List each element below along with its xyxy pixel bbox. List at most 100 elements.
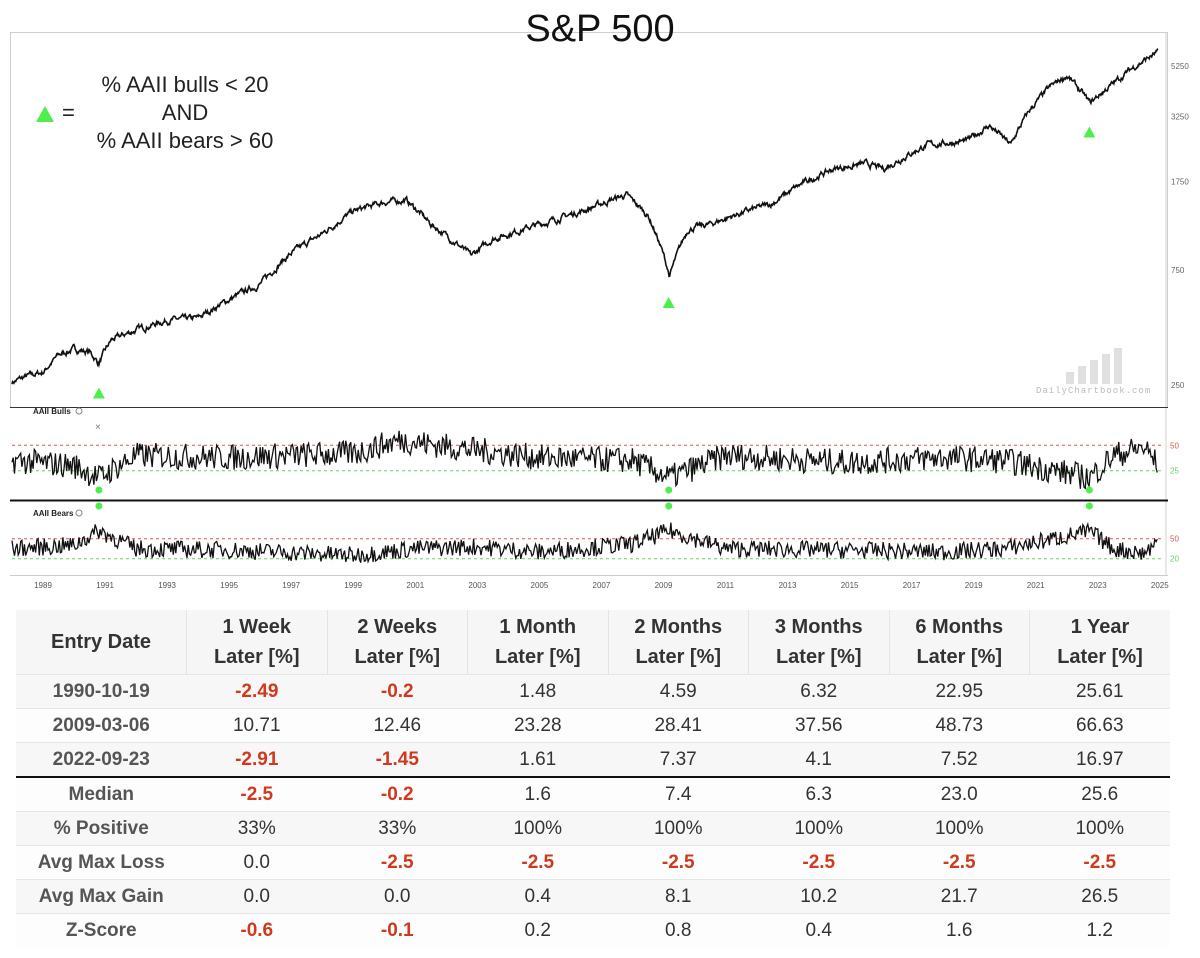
table-cell: -2.5 — [186, 776, 327, 812]
gear-icon — [75, 509, 83, 517]
table-row: Avg Max Loss 0.0 -2.5 -2.5 -2.5 -2.5 -2.5 -2.5 — [16, 845, 1170, 880]
column-header-line: Later [%] — [213, 646, 300, 668]
aaii-bears-tick-label: 20 — [1170, 555, 1179, 564]
x-axis-year-label: 2019 — [965, 581, 983, 590]
table-cell: 1.6 — [467, 776, 608, 812]
x-axis-year-label: 2009 — [655, 581, 673, 590]
table-row: Median -2.5 -0.2 1.6 7.4 6.3 23.0 25.6 — [16, 776, 1170, 812]
table-cell: -2.5 — [1029, 845, 1170, 880]
table-cell: 7.37 — [608, 742, 749, 777]
table-cell: 33% — [327, 811, 468, 846]
sp500-tick-label: 5250 — [1171, 62, 1189, 71]
table-cell: 100% — [1029, 811, 1170, 846]
table-cell: 23.0 — [889, 776, 1030, 812]
table-cell: -2.5 — [608, 845, 749, 880]
x-axis-year-label: 1989 — [34, 581, 52, 590]
table-cell: 0.0 — [186, 845, 327, 880]
aaii-bulls-line — [11, 430, 1158, 490]
x-axis-year-label: 2005 — [531, 581, 549, 590]
column-header-line: Later [%] — [916, 646, 1003, 668]
row-label: Z-Score — [16, 913, 187, 947]
signal-triangle-marker — [92, 387, 105, 399]
table-cell: 10.2 — [748, 879, 889, 914]
sp500-tick-label: 250 — [1171, 381, 1185, 390]
x-axis-year-label: 1997 — [282, 581, 300, 590]
bulls-signal-dot — [665, 486, 673, 494]
signal-triangle-marker — [1083, 126, 1096, 138]
aaii-bears-line — [11, 521, 1158, 564]
bulls-signal-dot — [1085, 486, 1093, 494]
table-cell: 100% — [889, 811, 1030, 846]
table-cell: 33% — [186, 811, 327, 846]
table-cell: -2.91 — [186, 742, 327, 777]
aaii-bulls-tick-label: 25 — [1170, 467, 1179, 476]
table-header-row: Entry Date 1 Week Later [%] 2 Weeks Later [%… — [16, 610, 1170, 675]
signal-legend: = % AAII bulls < 20 AND % AAII bears > 6… — [30, 70, 330, 160]
bears-signal-dot — [95, 502, 103, 510]
bears-signal-dot — [1085, 502, 1093, 510]
table-cell: 22.95 — [889, 674, 1030, 709]
table-cell: 7.52 — [889, 742, 1030, 777]
table-cell: -0.1 — [327, 913, 468, 947]
table-cell: 0.2 — [467, 913, 608, 947]
table-cell: 0.8 — [608, 913, 749, 947]
table-cell: 1.61 — [467, 742, 608, 777]
row-label: Avg Max Loss — [16, 845, 187, 880]
column-header-line: 6 Months — [915, 616, 1004, 638]
table-cell: -2.5 — [889, 845, 1030, 880]
signal-triangle-marker — [662, 297, 675, 308]
column-header-line: Later [%] — [354, 646, 441, 668]
sp500-tick-label: 750 — [1171, 266, 1185, 275]
x-axis-year-label: 2011 — [717, 581, 735, 590]
sp500-tick-label: 3250 — [1171, 112, 1189, 121]
legend-equals: = — [62, 100, 75, 125]
table-cell: 0.4 — [467, 879, 608, 914]
bulls-signal-dot — [95, 486, 103, 494]
column-header: Entry Date — [16, 610, 187, 675]
table-cell: 28.41 — [608, 708, 749, 743]
table-cell: 37.56 — [748, 708, 889, 743]
table-cell: 25.61 — [1029, 674, 1170, 709]
table-cell: 12.46 — [327, 708, 468, 743]
table-cell: -0.2 — [327, 674, 468, 709]
table-cell: 4.59 — [608, 674, 749, 709]
column-header-line: 1 Month — [499, 616, 577, 638]
table-cell: -2.5 — [748, 845, 889, 880]
legend-line-bulls: % AAII bulls < 20 — [101, 72, 269, 97]
aaii-bears-tick-label: 50 — [1170, 535, 1179, 544]
aaii-bulls-tick-label: 50 — [1170, 441, 1179, 450]
table-cell: 7.4 — [608, 776, 749, 812]
column-header: 3 Months Later [%] — [748, 610, 889, 675]
x-axis-year-label: 2021 — [1027, 581, 1045, 590]
x-axis-year-label: 1991 — [96, 581, 114, 590]
column-header-line: Later [%] — [494, 646, 581, 668]
table-cell: 21.7 — [889, 879, 1030, 914]
table-cell: 48.73 — [889, 708, 1030, 743]
table-cell: 0.0 — [186, 879, 327, 914]
table-cell: 0.4 — [748, 913, 889, 947]
table-row: 2009-03-06 10.71 12.46 23.28 28.41 37.56 48.73… — [16, 708, 1170, 743]
x-axis-year-label: 2013 — [779, 581, 797, 590]
close-icon: × — [95, 422, 101, 433]
column-header-line: 1 Year — [1070, 616, 1130, 638]
column-header: 1 Month Later [%] — [467, 610, 608, 675]
table-cell: 25.6 — [1029, 776, 1170, 812]
gear-icon — [75, 407, 83, 415]
returns-table: Entry Date 1 Week Later [%] 2 Weeks Later [%… — [16, 610, 1170, 947]
table-cell: 100% — [467, 811, 608, 846]
x-axis-year-label: 2003 — [468, 581, 486, 590]
chart-title: S&P 500 — [525, 8, 675, 50]
x-axis-year-label: 1995 — [220, 581, 238, 590]
column-header-line: 1 Week — [222, 616, 292, 638]
table-cell: 0.0 — [327, 879, 468, 914]
table-cell: 26.5 — [1029, 879, 1170, 914]
watermark-bar — [1078, 366, 1086, 384]
table-cell: 8.1 — [608, 879, 749, 914]
row-label: 1990-10-19 — [16, 674, 187, 709]
x-axis-year-label: 1999 — [344, 581, 362, 590]
legend-line-and: AND — [161, 100, 209, 125]
table-cell: 6.32 — [748, 674, 889, 709]
table-cell: -0.6 — [186, 913, 327, 947]
table-cell: -2.5 — [327, 845, 468, 880]
watermark-bar — [1102, 354, 1110, 384]
